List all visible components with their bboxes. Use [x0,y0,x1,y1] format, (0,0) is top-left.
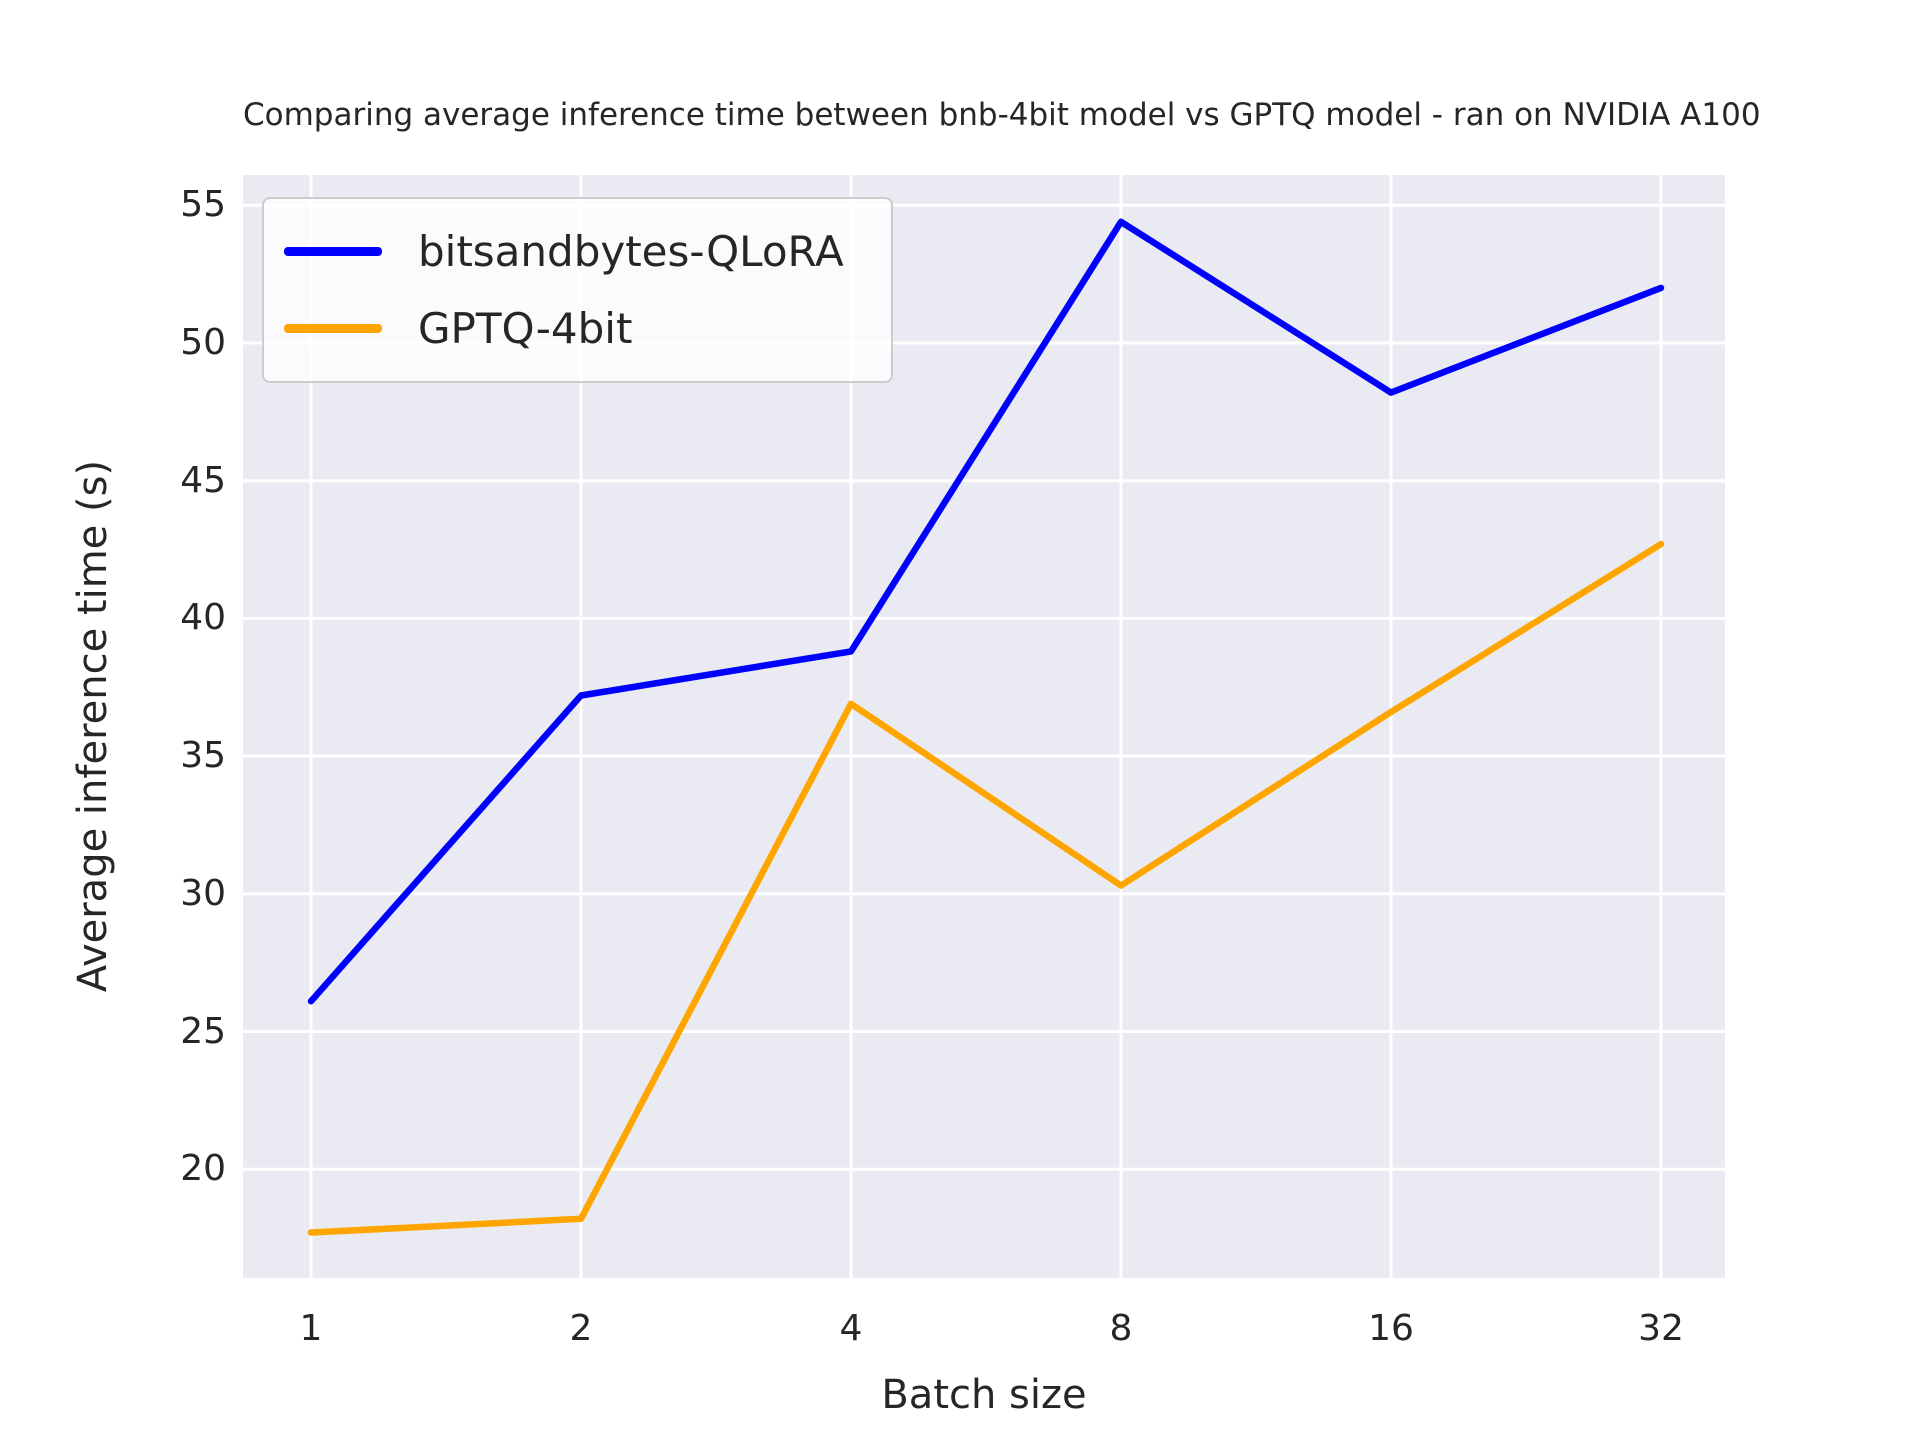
legend-label: bitsandbytes-QLoRA [418,227,844,276]
y-tick-label: 50 [180,321,226,363]
chart-title: Comparing average inference time between… [243,97,1761,133]
x-tick-label: 16 [1368,1308,1414,1349]
y-tick-label: 35 [180,735,226,777]
legend-item-bitsandbytes-QLoRA: bitsandbytes-QLoRA [284,227,871,276]
y-axis-label: Average inference time (s) [70,459,116,993]
legend: bitsandbytes-QLoRA GPTQ-4bit [262,197,893,383]
y-tick-label: 25 [180,1010,226,1052]
y-tick-label: 20 [180,1148,226,1190]
x-tick-label: 2 [569,1308,593,1349]
series-line-bitsandbytes-QLoRA [307,218,1665,1005]
legend-line-swatch [284,324,382,333]
y-tick-label: 45 [180,459,226,501]
legend-item-GPTQ-4bit: GPTQ-4bit [284,304,871,353]
y-tick-label: 40 [180,597,226,639]
y-tick-label: 30 [180,872,226,914]
x-tick-label: 4 [839,1308,863,1349]
series-line-GPTQ-4bit [307,540,1665,1236]
x-tick-label: 1 [299,1308,323,1349]
x-axis-label: Batch size [881,1372,1087,1418]
x-tick-label: 32 [1638,1308,1684,1349]
x-tick-label: 8 [1109,1308,1133,1349]
y-tick-label: 55 [180,184,226,226]
legend-line-swatch [284,247,382,256]
legend-label: GPTQ-4bit [418,304,633,353]
